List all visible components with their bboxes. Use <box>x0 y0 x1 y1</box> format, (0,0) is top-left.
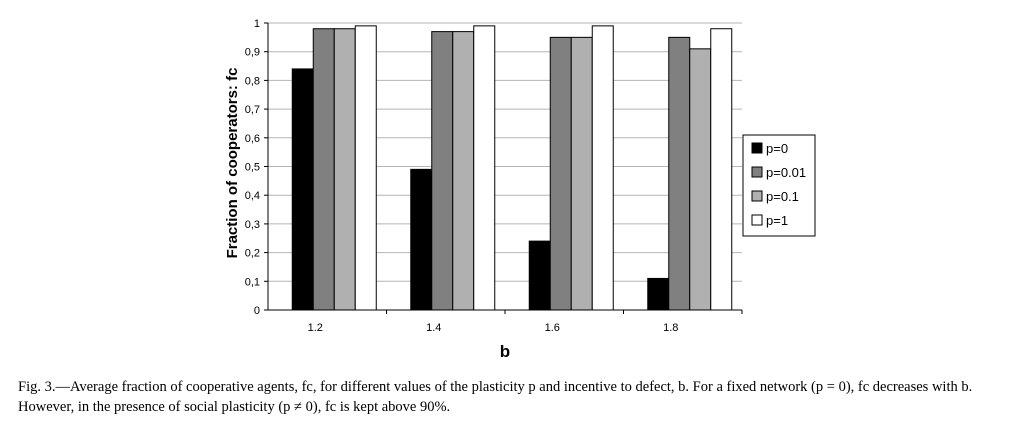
y-tick-labels: 0 0,1 0,2 0,3 0,4 0,5 0,6 0,7 0,8 0,9 1 <box>245 18 260 317</box>
y-tick-label: 0,5 <box>245 162 260 174</box>
y-tick-label: 0,1 <box>245 276 260 288</box>
y-tick-label: 0,9 <box>245 47 260 59</box>
legend-label: p=1 <box>766 213 788 228</box>
legend: p=0 p=0.01 p=0.1 p=1 <box>742 134 816 237</box>
y-tick-label: 0,6 <box>245 133 260 145</box>
bar-chart: 00,10,20,30,40,50,60,70,80,91 1.2 1.4 1.6 1… <box>224 18 816 361</box>
x-tick-label: 1.6 <box>545 322 560 334</box>
bar-p-0-b1-4 <box>410 168 433 311</box>
x-tick-label: 1.4 <box>426 322 441 334</box>
y-tick-label: 1 <box>254 18 260 30</box>
y-tick-label: 0,7 <box>245 104 260 116</box>
bar-p-1-b1-2 <box>354 25 377 311</box>
bars <box>291 25 733 311</box>
x-tick-label: 1.2 <box>308 322 323 334</box>
y-tick-label: 0,4 <box>245 190 260 202</box>
bar-p-0-01-b1-4 <box>431 31 454 311</box>
y-tick-label: 0,8 <box>245 75 260 87</box>
bar-p-1-b1-6 <box>591 25 614 311</box>
bar-p-0-1-b1-8 <box>689 48 712 311</box>
bar-p-0-b1-6 <box>528 240 551 311</box>
bar-p-0-01-b1-8 <box>668 36 691 311</box>
figure-caption: Fig. 3.—Average fraction of cooperative … <box>18 379 973 415</box>
y-tick-label: 0,2 <box>245 248 260 260</box>
y-tick-label: 0 <box>254 305 260 317</box>
bar-p-0-b1-8 <box>647 277 670 311</box>
legend-swatch <box>751 214 763 226</box>
bar-p-0-01-b1-6 <box>549 36 572 311</box>
y-axis-title: Fraction of cooperators: fc <box>224 68 241 259</box>
legend-label: p=0 <box>766 141 788 156</box>
bar-p-0-1-b1-4 <box>452 31 475 311</box>
legend-label: p=0.01 <box>766 165 806 180</box>
x-tick-labels: 1.2 1.4 1.6 1.8 <box>308 310 743 334</box>
bar-p-0-1-b1-2 <box>333 28 356 311</box>
legend-swatch <box>751 190 763 202</box>
bar-p-0-01-b1-2 <box>312 28 335 311</box>
bar-p-0-b1-2 <box>291 68 314 311</box>
legend-swatch <box>751 166 763 178</box>
legend-label: p=0.1 <box>766 189 799 204</box>
x-axis-title: b <box>500 342 510 361</box>
y-tick-label: 0,3 <box>245 219 260 231</box>
bar-p-1-b1-4 <box>473 25 496 311</box>
bar-p-1-b1-8 <box>710 28 733 311</box>
bar-p-0-1-b1-6 <box>570 36 593 311</box>
x-tick-label: 1.8 <box>663 322 678 334</box>
legend-swatch <box>751 142 763 154</box>
